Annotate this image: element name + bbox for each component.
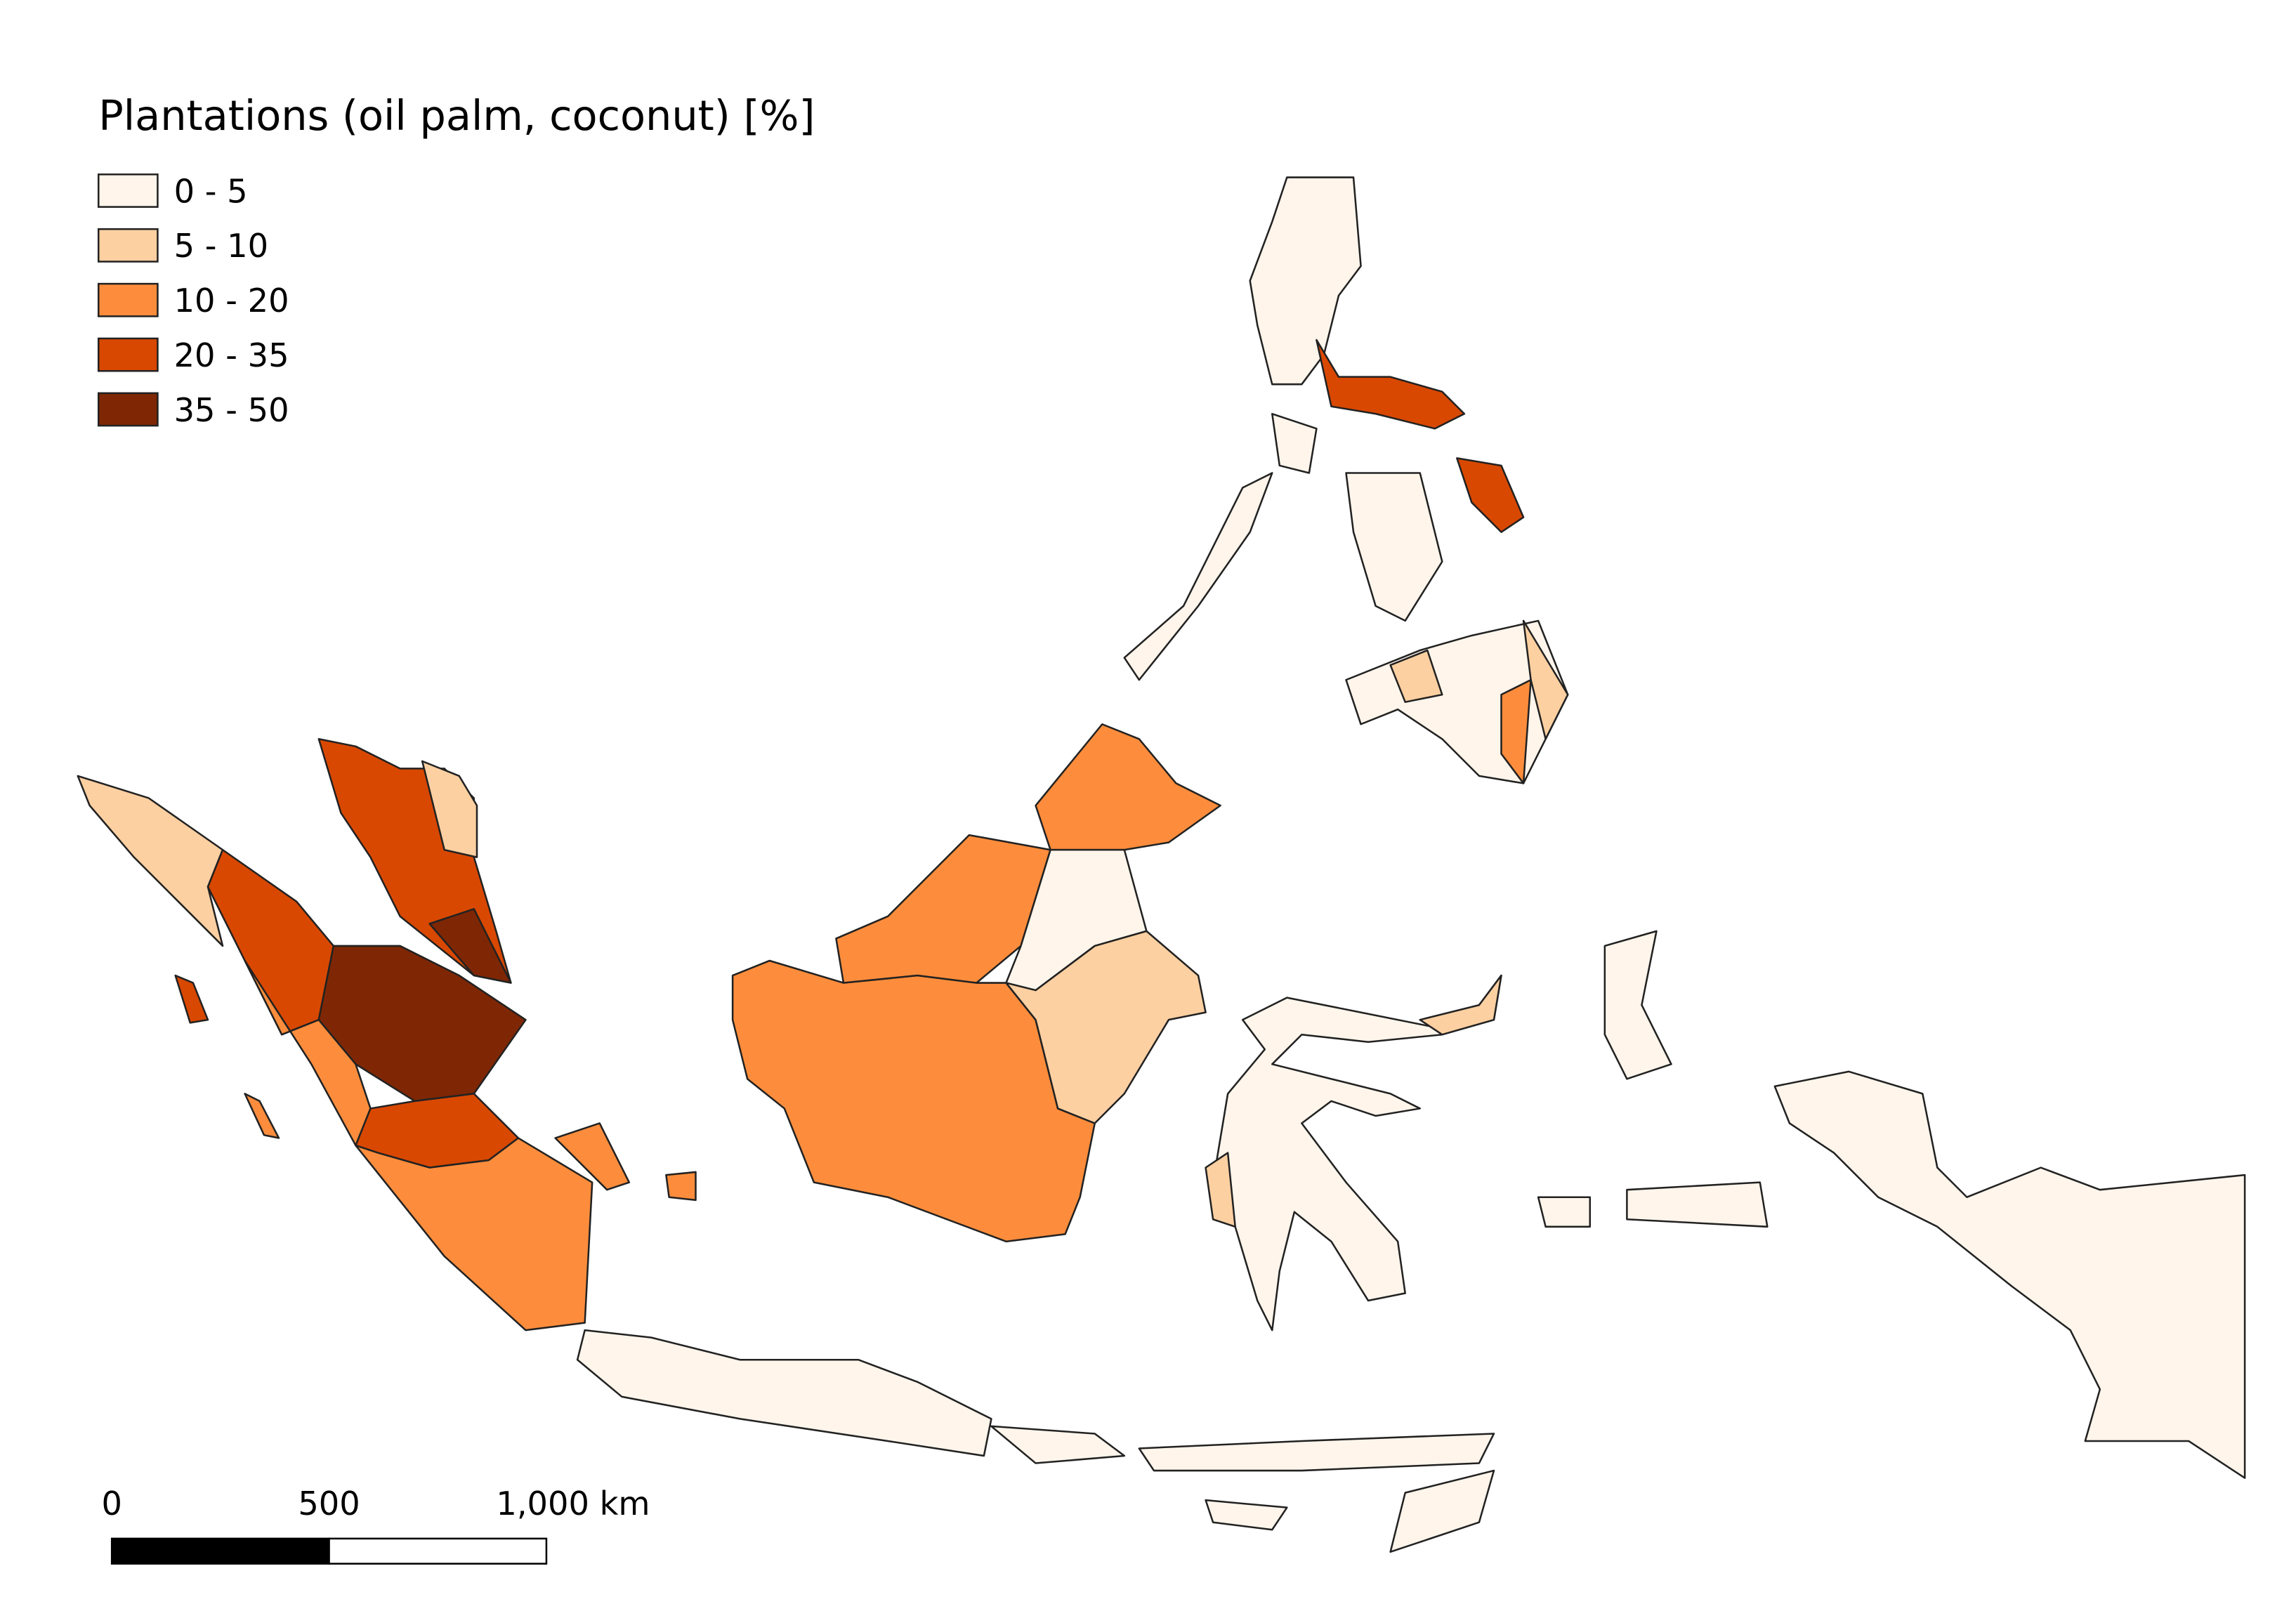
region xyxy=(554,1122,631,1191)
scale-bar: 0 500 1,000 km xyxy=(101,1485,650,1565)
region xyxy=(1522,619,1569,740)
legend-title: Plantations (oil palm, coconut) [%] xyxy=(98,91,815,140)
region xyxy=(990,1425,1126,1464)
legend-label: 0 - 5 xyxy=(174,172,248,210)
region xyxy=(1005,930,1207,1124)
region xyxy=(1389,649,1443,703)
legend-swatch xyxy=(97,392,159,427)
regions xyxy=(77,176,2246,1553)
region xyxy=(355,1137,593,1331)
legend-label: 35 - 50 xyxy=(174,391,289,429)
region xyxy=(1456,457,1525,533)
region xyxy=(1138,1433,1495,1472)
region xyxy=(428,908,512,984)
region xyxy=(1773,1070,2246,1479)
region xyxy=(1316,338,1466,430)
region xyxy=(1271,413,1318,474)
scale-label: 0 xyxy=(101,1485,122,1523)
region xyxy=(665,1171,697,1202)
legend-swatch xyxy=(97,282,159,317)
region xyxy=(1389,1469,1495,1553)
legend-swatch xyxy=(97,173,159,208)
legend-swatch xyxy=(97,337,159,372)
legend-label: 5 - 10 xyxy=(174,227,269,265)
region xyxy=(1205,1152,1236,1228)
scale-bar-segment xyxy=(328,1537,548,1565)
region xyxy=(1500,678,1532,784)
legend-label: 10 - 20 xyxy=(174,282,289,320)
legend: Plantations (oil palm, coconut) [%] 0 - … xyxy=(97,91,815,429)
legend-label: 20 - 35 xyxy=(174,336,289,374)
scale-label: 1,000 km xyxy=(496,1485,650,1523)
region xyxy=(1123,472,1273,681)
legend-swatch xyxy=(97,228,159,263)
region xyxy=(421,760,478,858)
region xyxy=(1603,930,1672,1080)
region xyxy=(1537,1196,1592,1228)
scale-bar-segment xyxy=(110,1537,330,1565)
region xyxy=(1345,472,1443,622)
region xyxy=(576,1329,992,1457)
region xyxy=(244,1093,280,1139)
region xyxy=(1249,176,1362,386)
region xyxy=(1205,1499,1288,1531)
region xyxy=(1419,974,1502,1036)
region xyxy=(174,974,209,1024)
region xyxy=(77,775,224,947)
region xyxy=(244,959,372,1147)
region xyxy=(1626,1181,1769,1228)
scale-label: 500 xyxy=(298,1485,360,1523)
